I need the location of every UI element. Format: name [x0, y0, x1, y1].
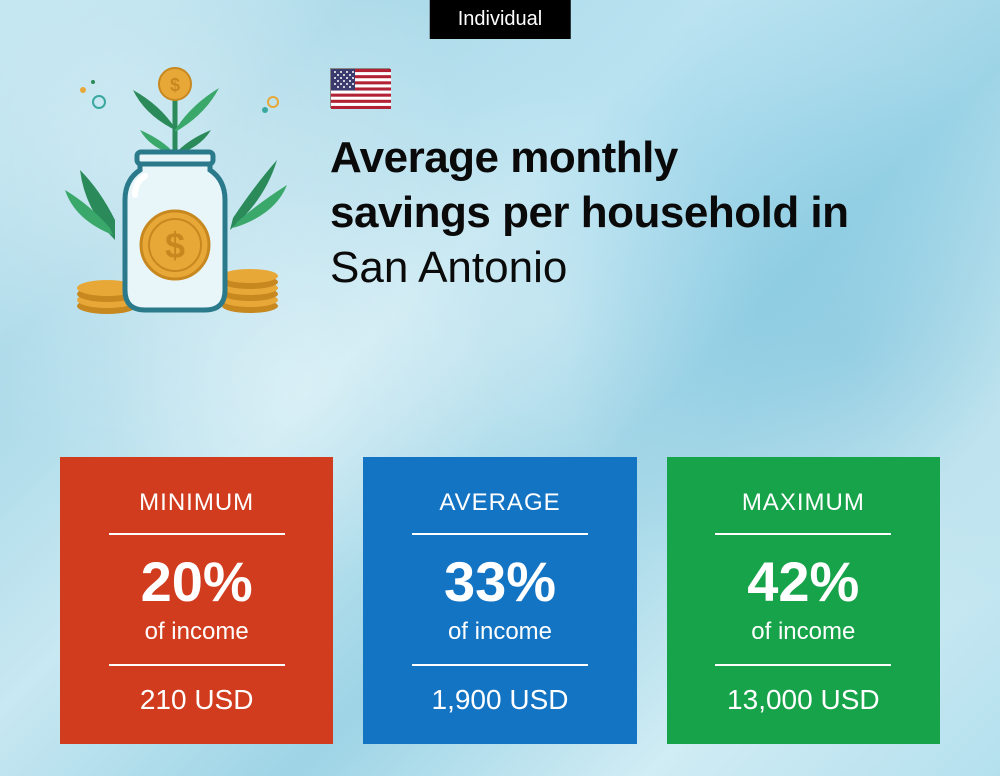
card-percent: 20%	[141, 549, 253, 614]
card-label: AVERAGE	[439, 489, 560, 517]
us-flag-icon	[330, 68, 390, 108]
divider	[109, 533, 285, 535]
card-minimum: MINIMUM 20% of income 210 USD	[60, 457, 333, 744]
card-sub: of income	[145, 618, 249, 646]
card-label: MAXIMUM	[742, 489, 865, 517]
divider	[715, 533, 891, 535]
card-sub: of income	[751, 618, 855, 646]
stat-cards-row: MINIMUM 20% of income 210 USD AVERAGE 33…	[60, 457, 940, 744]
card-sub: of income	[448, 618, 552, 646]
card-amount: 1,900 USD	[432, 684, 569, 716]
divider	[412, 664, 588, 666]
card-label: MINIMUM	[139, 489, 254, 517]
divider	[109, 664, 285, 666]
svg-text:$: $	[165, 225, 185, 266]
card-amount: 13,000 USD	[727, 684, 880, 716]
category-badge: Individual	[430, 0, 571, 39]
svg-text:$: $	[170, 75, 180, 95]
headline: Average monthly savings per household in…	[330, 130, 950, 295]
card-average: AVERAGE 33% of income 1,900 USD	[363, 457, 636, 744]
badge-text: Individual	[458, 8, 543, 30]
divider	[412, 533, 588, 535]
card-maximum: MAXIMUM 42% of income 13,000 USD	[667, 457, 940, 744]
card-percent: 33%	[444, 549, 556, 614]
headline-line-2: savings per household in	[330, 185, 950, 240]
card-percent: 42%	[747, 549, 859, 614]
card-amount: 210 USD	[140, 684, 254, 716]
headline-city: San Antonio	[330, 240, 950, 295]
savings-jar-illustration: $ $	[55, 60, 295, 320]
divider	[715, 664, 891, 666]
headline-line-1: Average monthly	[330, 130, 950, 185]
